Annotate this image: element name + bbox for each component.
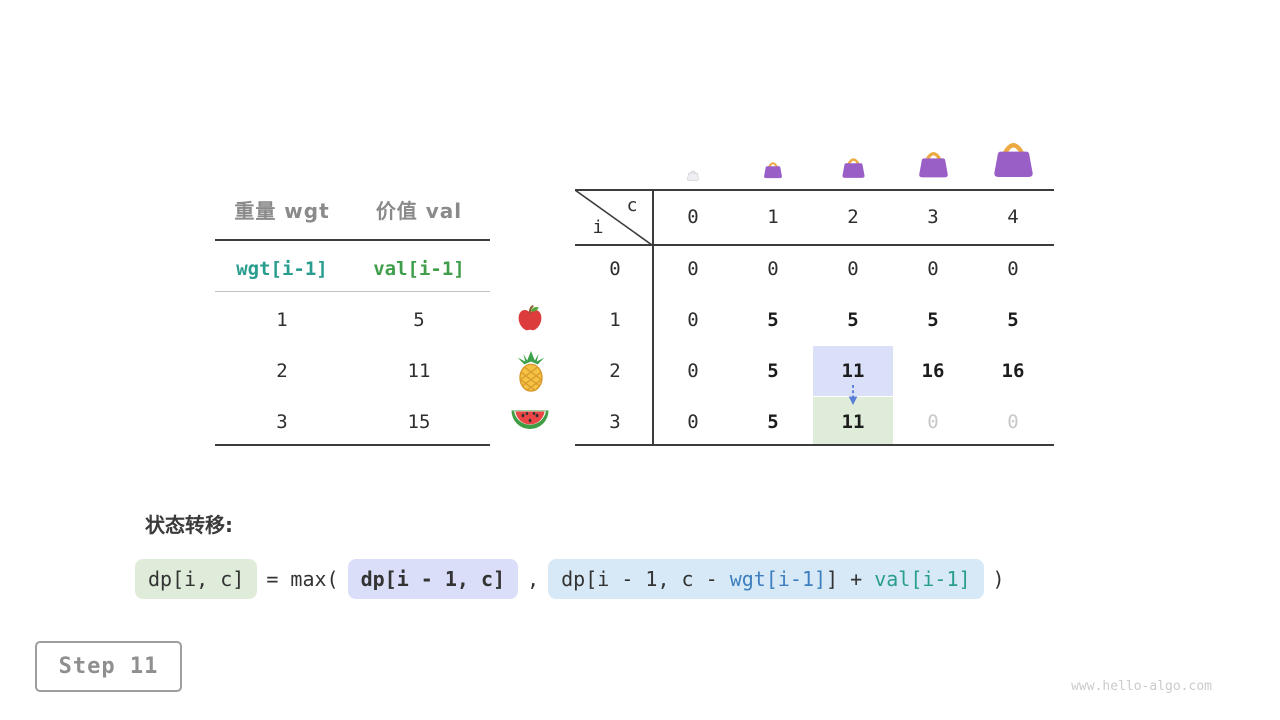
transition-section-label: 状态转移: xyxy=(145,513,233,537)
items-table-divider-bottom xyxy=(215,444,490,446)
handbag-icon-capacity-3 xyxy=(916,145,951,183)
dp-cell-3-4-pending: 0 xyxy=(1007,411,1019,433)
formula-closing: ) xyxy=(992,567,1005,591)
transition-arrow-icon xyxy=(845,384,861,411)
row-header-3: 3 xyxy=(609,411,621,433)
dp-cell-1-0: 0 xyxy=(687,309,699,331)
dp-cell-1-4: 5 xyxy=(1007,309,1019,331)
handbag-icon-capacity-2 xyxy=(840,153,867,183)
item-row-1-val: 11 xyxy=(407,360,431,382)
item-row-0-val: 5 xyxy=(413,309,425,331)
watermark: www.hello-algo.com xyxy=(1071,679,1212,694)
formula-operator: = max( xyxy=(266,567,339,591)
formula-arg2-wgt: wgt[i-1] xyxy=(729,567,827,591)
col-header-4: 4 xyxy=(1007,206,1019,228)
formula-arg2: dp[i - 1, c - wgt[i-1]] + val[i-1] xyxy=(548,559,984,599)
col-header-1: 1 xyxy=(767,206,779,228)
formula-arg2-val: val[i-1] xyxy=(874,567,971,591)
dp-cell-1-1: 5 xyxy=(767,309,779,331)
items-table-divider-top xyxy=(215,239,490,241)
dp-cell-2-4: 16 xyxy=(1001,360,1025,382)
state-transition-formula: dp[i, c] = max( dp[i - 1, c] , dp[i - 1,… xyxy=(135,559,1005,599)
dp-cell-2-3: 16 xyxy=(921,360,945,382)
formula-arg1: dp[i - 1, c] xyxy=(347,559,519,599)
item-row-0-wgt: 1 xyxy=(276,309,288,331)
dp-cell-0-3: 0 xyxy=(927,258,939,280)
dp-cell-0-2: 0 xyxy=(847,258,859,280)
items-wgt-formula: wgt[i-1] xyxy=(236,258,328,280)
dp-cell-3-1: 5 xyxy=(767,411,779,433)
items-table-divider-mid xyxy=(215,291,490,292)
dp-cell-0-0: 0 xyxy=(687,258,699,280)
dp-cell-2-2-source: 11 xyxy=(841,360,865,382)
row-header-0: 0 xyxy=(609,258,621,280)
col-header-0: 0 xyxy=(687,206,699,228)
items-value-header: 价值 val xyxy=(375,199,463,223)
handbag-icon-capacity-1 xyxy=(762,158,784,183)
dp-table-corner-diagonal xyxy=(574,189,653,249)
dp-cell-3-0: 0 xyxy=(687,411,699,433)
axis-label-c: c xyxy=(626,195,638,216)
dp-cell-1-3: 5 xyxy=(927,309,939,331)
items-val-formula: val[i-1] xyxy=(373,258,465,280)
items-weight-header: 重量 wgt xyxy=(234,199,330,223)
col-header-3: 3 xyxy=(927,206,939,228)
formula-separator: , xyxy=(527,567,540,591)
apple-icon xyxy=(516,303,544,337)
item-row-2-wgt: 3 xyxy=(276,411,288,433)
dp-cell-1-2: 5 xyxy=(847,309,859,331)
dp-cell-0-1: 0 xyxy=(767,258,779,280)
dp-cell-0-4: 0 xyxy=(1007,258,1019,280)
formula-lhs: dp[i, c] xyxy=(135,559,258,599)
dp-table-header-border xyxy=(575,244,1054,246)
dp-cell-2-1: 5 xyxy=(767,360,779,382)
dp-table-bottom-border xyxy=(575,444,1054,446)
step-indicator: Step 11 xyxy=(35,641,182,692)
formula-arg2-infix: ] + xyxy=(826,567,875,591)
dp-table-top-border xyxy=(575,189,1054,191)
pineapple-icon xyxy=(514,350,548,396)
item-row-2-val: 15 xyxy=(407,411,431,433)
dp-table-vertical-border xyxy=(652,189,654,446)
handbag-icon-capacity-0 xyxy=(686,166,700,185)
dp-cell-3-3-pending: 0 xyxy=(927,411,939,433)
row-header-2: 2 xyxy=(609,360,621,382)
watermelon-icon xyxy=(510,407,550,438)
formula-arg2-prefix: dp[i - 1, c - xyxy=(561,567,730,591)
col-header-2: 2 xyxy=(847,206,859,228)
step-indicator-label: Step 11 xyxy=(58,654,159,679)
handbag-icon-capacity-4 xyxy=(990,134,1037,183)
axis-label-i: i xyxy=(592,217,604,238)
row-header-1: 1 xyxy=(609,309,621,331)
item-row-1-wgt: 2 xyxy=(276,360,288,382)
dp-cell-3-2-target: 11 xyxy=(841,411,865,433)
dp-cell-2-0: 0 xyxy=(687,360,699,382)
